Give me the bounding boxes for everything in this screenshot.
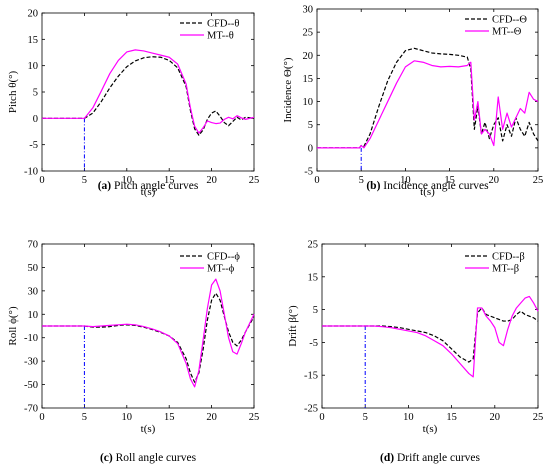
x-tick-label: 25: [533, 412, 544, 423]
y-tick-label: -10: [24, 167, 38, 178]
y-tick-label: -50: [24, 380, 38, 391]
x-tick-label: 0: [39, 412, 44, 423]
x-tick-label: 15: [164, 175, 175, 186]
y-tick-label: 30: [28, 286, 39, 297]
series-line-mt: [317, 60, 539, 149]
legend-label-mt: MT--ϕ: [207, 264, 235, 275]
legend-label-cfd: CFD--ϕ: [207, 252, 240, 263]
panel-caption-text: Roll angle curves: [113, 452, 197, 464]
y-tick-label: -70: [24, 404, 38, 415]
y-tick-label: 10: [28, 310, 39, 321]
y-tick-label: 5: [33, 88, 38, 99]
y-tick-label: 25: [303, 28, 314, 39]
x-tick-label: 15: [444, 175, 455, 186]
y-tick-label: 50: [28, 263, 39, 274]
x-tick-label: 20: [490, 412, 501, 423]
y-axis-label: Pitch θ(°): [7, 70, 19, 113]
x-tick-label: 25: [533, 175, 544, 186]
x-axis-label: t(s): [141, 186, 156, 198]
panel-caption: (a) Pitch angle curves: [98, 180, 199, 192]
x-tick-label: 5: [82, 175, 87, 186]
y-tick-label: -5: [309, 338, 318, 349]
x-tick-label: 20: [489, 175, 500, 186]
x-tick-label: 20: [206, 175, 217, 186]
panel-caption-text: Pitch angle curves: [111, 180, 199, 192]
x-tick-label: 0: [319, 412, 324, 423]
x-tick-label: 15: [446, 412, 457, 423]
series-line-mt: [42, 49, 255, 134]
panel-caption: (b) Incidence angle curves: [366, 180, 489, 192]
chart-panel-1: 0 5 10 15 20 25 -10 -5 0 5 10 15 20 t(s) Pitch θ(°) CFD…: [7, 9, 259, 199]
y-axis-label: Incidence Θ(°): [282, 57, 294, 123]
y-tick-label: 5: [313, 305, 318, 316]
x-tick-label: 25: [249, 412, 260, 423]
legend-label-cfd: CFD--θ: [207, 19, 239, 30]
y-tick-label: 5: [308, 120, 313, 131]
x-tick-label: 0: [39, 175, 44, 186]
legend-label-mt: MT--Θ: [492, 27, 522, 38]
x-tick-label: 20: [206, 412, 217, 423]
y-axis-label: Drift β(°): [287, 305, 299, 347]
legend-label-cfd: CFD--Θ: [492, 15, 527, 26]
panel-tag: (c): [100, 452, 113, 464]
x-axis-label: t(s): [141, 423, 156, 435]
chart-panel-3: 0 5 10 15 20 25 -70 -50 -30 -10 10 30 50 70 t(s) Roll ϕ…: [7, 240, 259, 465]
panel-tag: (b): [366, 180, 380, 192]
y-tick-label: -5: [304, 167, 313, 178]
series-line-cfd: [42, 56, 255, 136]
y-tick-label: -10: [24, 333, 38, 344]
panel-caption: (c) Roll angle curves: [100, 452, 197, 464]
x-tick-label: 5: [359, 175, 364, 186]
x-tick-label: 10: [400, 175, 411, 186]
x-axis-label: t(s): [420, 186, 435, 198]
y-tick-label: 15: [303, 74, 314, 85]
legend-label-mt: MT--β: [492, 264, 519, 275]
x-tick-label: 15: [164, 412, 175, 423]
series-line-mt: [322, 295, 539, 378]
x-tick-label: 5: [82, 412, 87, 423]
y-tick-label: 20: [28, 9, 39, 20]
panel-tag: (a): [98, 180, 112, 192]
x-tick-label: 10: [122, 175, 133, 186]
panel-caption-text: Drift angle curves: [394, 452, 480, 464]
legend-label-cfd: CFD--β: [492, 252, 525, 263]
y-tick-label: 15: [28, 35, 39, 46]
y-tick-label: 0: [308, 143, 313, 154]
series-line-mt: [42, 278, 255, 388]
x-axis-label: t(s): [423, 423, 438, 435]
y-tick-label: 15: [308, 272, 319, 283]
x-tick-label: 0: [314, 175, 319, 186]
y-tick-label: 25: [308, 240, 319, 251]
y-tick-label: 70: [28, 240, 39, 251]
y-axis-label: Roll ϕ(°): [7, 306, 19, 346]
y-tick-label: 20: [303, 51, 314, 62]
panel-tag: (d): [380, 452, 394, 464]
y-tick-label: -25: [304, 404, 318, 415]
y-tick-label: -30: [24, 357, 38, 368]
y-tick-label: 0: [33, 114, 38, 125]
panel-caption-text: Incidence angle curves: [380, 180, 489, 192]
x-tick-label: 25: [249, 175, 260, 186]
x-tick-label: 5: [363, 412, 368, 423]
x-tick-label: 10: [403, 412, 414, 423]
y-tick-label: -15: [304, 371, 318, 382]
legend-label-mt: MT--θ: [207, 31, 234, 42]
series-line-cfd: [42, 292, 255, 383]
y-tick-label: 10: [28, 61, 39, 72]
chart-panel-4: 0 5 10 15 20 25 -25 -15 -5 5 15 25 t(s) Drift β(°) CFD…: [287, 240, 543, 465]
plot-frame: [316, 8, 539, 172]
panel-caption: (d) Drift angle curves: [380, 452, 480, 464]
series-line-cfd: [322, 307, 539, 363]
y-tick-label: 30: [303, 5, 314, 16]
x-tick-label: 10: [122, 412, 133, 423]
y-tick-label: 10: [303, 97, 314, 108]
y-tick-label: -5: [29, 140, 38, 151]
